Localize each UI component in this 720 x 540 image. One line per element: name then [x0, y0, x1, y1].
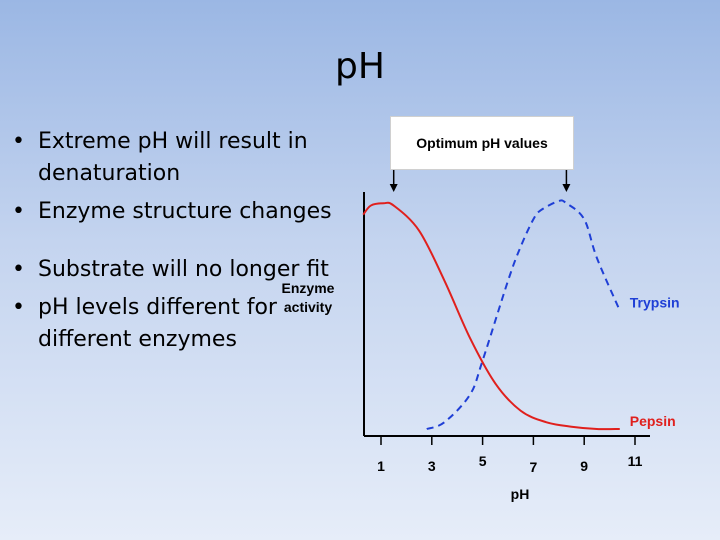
slide-title: pH	[335, 46, 385, 87]
bullet-text: Substrate will no longer fit	[38, 257, 329, 282]
pepsin-line	[362, 201, 620, 431]
trypsin-line	[426, 199, 621, 430]
optimum-callout: Optimum pH values	[390, 116, 574, 170]
y-axis-label: Enzyme activity	[282, 280, 335, 315]
bullet-item: • pH levels different for different enzym…	[10, 292, 360, 356]
bullet-item: • Substrate will no longer fit	[10, 254, 360, 286]
x-tick-label: 3	[428, 458, 436, 474]
bullet-list: • Extreme pH will result in denaturation …	[10, 126, 360, 362]
x-tick-label: 7	[530, 459, 538, 475]
bullet-item: • Enzyme structure changes	[10, 196, 360, 228]
bullet-text: Enzyme structure changes	[38, 199, 332, 224]
bullet-text: pH levels different for different enzyme…	[38, 295, 277, 352]
x-axis-label: pH	[511, 486, 530, 502]
optimum-arrow-head	[389, 184, 398, 192]
bullet-item: • Extreme pH will result in denaturation	[10, 126, 360, 190]
bullet-icon: •	[12, 257, 25, 282]
x-tick-label: 9	[580, 458, 588, 474]
x-tick-label: 1	[377, 458, 385, 474]
optimum-arrow-head	[562, 184, 571, 192]
pepsin-label: Pepsin	[630, 413, 676, 429]
bullet-icon: •	[12, 129, 25, 154]
bullet-icon: •	[12, 199, 25, 224]
trypsin-label: Trypsin	[630, 294, 680, 310]
callout-text: Optimum pH values	[416, 134, 548, 151]
bullet-icon: •	[12, 295, 25, 320]
x-tick-label: 5	[479, 453, 487, 469]
x-tick-label: 11	[628, 453, 643, 469]
bullet-text: Extreme pH will result in denaturation	[38, 129, 308, 186]
